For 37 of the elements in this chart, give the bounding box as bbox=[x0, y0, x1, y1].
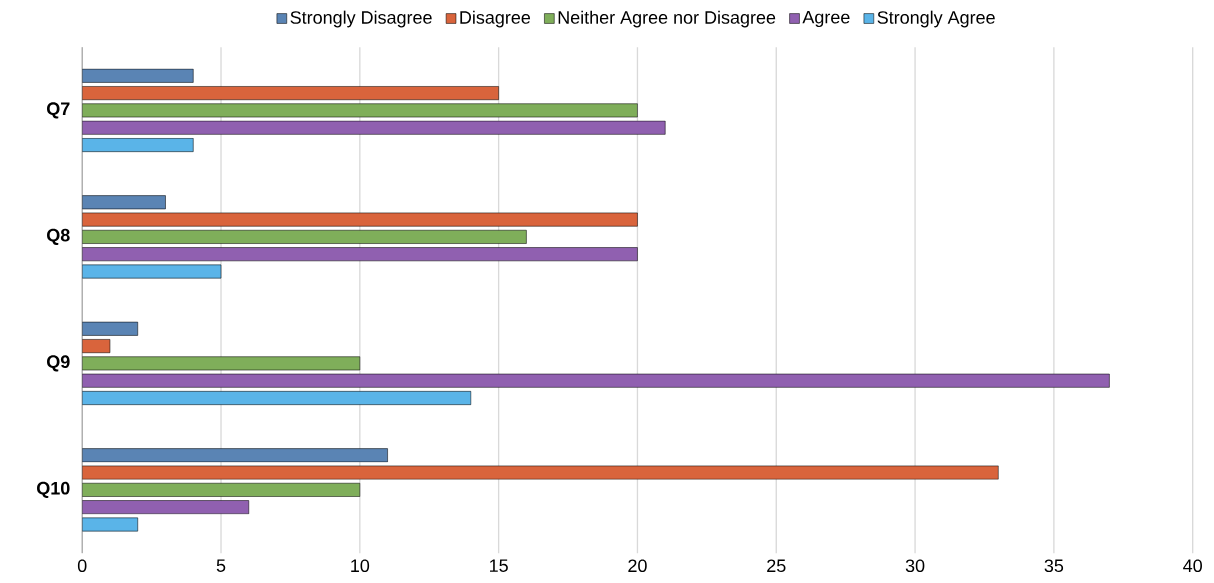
bar bbox=[82, 247, 638, 261]
bar bbox=[82, 264, 222, 279]
bar bbox=[82, 465, 999, 480]
bar bbox=[82, 68, 194, 83]
legend-label: Neither Agree nor Disagree bbox=[558, 10, 776, 28]
bar bbox=[82, 229, 527, 244]
bar bbox=[82, 103, 638, 118]
legend-label: Strongly Disagree bbox=[290, 10, 432, 28]
bar bbox=[82, 195, 166, 209]
x-tick-label: 15 bbox=[490, 559, 508, 572]
bar bbox=[82, 356, 361, 371]
bar bbox=[82, 448, 388, 462]
bar bbox=[82, 373, 1110, 388]
bar bbox=[82, 137, 194, 152]
bar bbox=[82, 85, 499, 100]
y-tick-label: Q8 bbox=[47, 228, 70, 245]
x-tick-label: 0 bbox=[77, 559, 87, 572]
x-tick-label: 35 bbox=[1044, 559, 1064, 572]
bar bbox=[82, 517, 138, 532]
legend-label: Agree bbox=[802, 10, 850, 27]
bar bbox=[82, 482, 361, 497]
x-tick-label: 20 bbox=[628, 559, 647, 572]
x-tick-label: 25 bbox=[767, 559, 786, 572]
y-tick-label: Q10 bbox=[37, 481, 70, 498]
bar bbox=[82, 321, 138, 336]
x-tick-label: 40 bbox=[1183, 559, 1202, 572]
y-tick-label: Q7 bbox=[47, 102, 70, 119]
bar bbox=[82, 500, 250, 514]
bar bbox=[82, 212, 638, 227]
legend-label: Disagree bbox=[460, 10, 531, 28]
x-tick-label: 10 bbox=[351, 559, 370, 572]
legend-label: Strongly Agree bbox=[877, 10, 995, 28]
x-tick-label: 5 bbox=[216, 559, 226, 572]
bar bbox=[82, 120, 666, 135]
y-tick-label: Q9 bbox=[47, 355, 70, 372]
bar bbox=[82, 390, 472, 405]
x-tick-label: 30 bbox=[905, 559, 925, 572]
